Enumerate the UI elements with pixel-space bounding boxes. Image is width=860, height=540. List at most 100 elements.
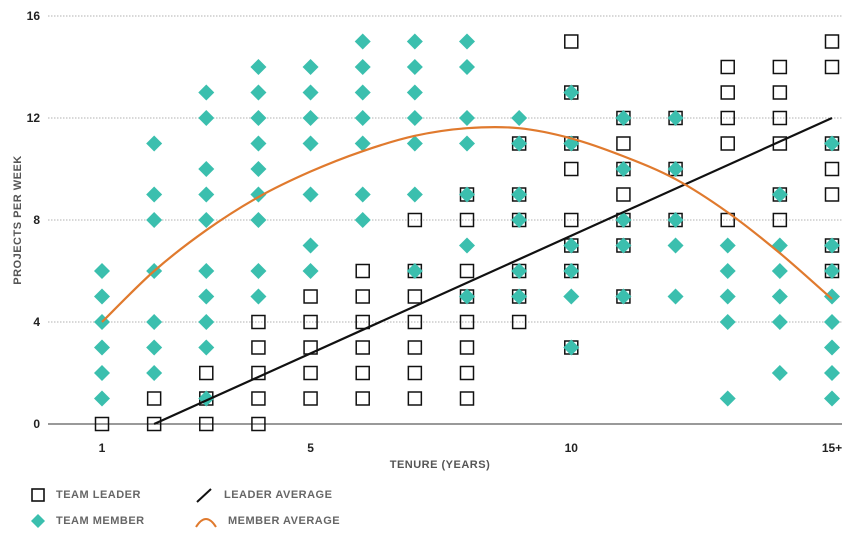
hollow-square-icon — [31, 488, 45, 502]
y-tick-label: 12 — [27, 111, 41, 125]
team-member-point — [198, 263, 215, 279]
team-member-point — [198, 161, 215, 177]
team-member-point — [354, 212, 371, 228]
team-member-point — [563, 237, 580, 254]
team-leader-point — [199, 416, 214, 432]
team-member-point — [354, 186, 371, 203]
team-member-point — [719, 263, 736, 279]
team-member-point — [615, 110, 632, 126]
team-leader-point — [355, 314, 370, 330]
team-leader-point — [824, 187, 840, 202]
team-member-point — [302, 110, 319, 126]
team-member-point — [824, 339, 840, 356]
team-member-point — [511, 110, 528, 126]
team-member-point — [406, 263, 423, 279]
y-tick-label: 16 — [27, 9, 41, 23]
team-member-point — [146, 339, 163, 356]
team-leader-point — [303, 289, 318, 304]
team-leader-point — [407, 314, 423, 330]
team-leader-point — [146, 416, 162, 432]
team-leader-point — [251, 314, 266, 330]
team-member-point — [198, 110, 215, 126]
team-member-point — [354, 110, 371, 126]
x-axis-ticks: 1 5 10 15+ — [99, 441, 843, 455]
team-member-point — [824, 135, 840, 152]
team-leader-point — [459, 365, 475, 381]
team-leader-point — [303, 365, 318, 381]
team-leader-point — [459, 263, 475, 279]
team-leader-point — [355, 340, 370, 355]
team-member-point — [771, 314, 788, 330]
team-member-point — [250, 84, 267, 101]
team-member-point — [94, 339, 110, 356]
team-member-point — [771, 288, 788, 305]
team-member-point — [719, 390, 736, 407]
team-member-point — [615, 237, 632, 254]
x-axis-title: TENURE (YEARS) — [390, 459, 491, 471]
y-tick-label: 4 — [33, 315, 40, 329]
team-member-point — [511, 186, 528, 203]
team-leader-point — [720, 136, 735, 151]
team-member-point — [354, 84, 371, 101]
team-member-point — [94, 263, 110, 279]
team-member-point — [406, 84, 423, 101]
team-member-point — [198, 186, 215, 203]
team-member-point — [406, 33, 423, 50]
team-member-point — [719, 237, 736, 254]
team-member-point — [615, 212, 632, 228]
team-leader-point — [355, 289, 370, 304]
team-member-point — [459, 135, 475, 152]
team-leader-point — [146, 391, 162, 406]
team-leader-point — [355, 263, 370, 279]
team-member-point — [824, 365, 840, 381]
team-member-point — [302, 237, 319, 254]
team-leader-point — [407, 340, 423, 355]
team-member-point — [615, 288, 632, 305]
team-member-point — [667, 237, 684, 254]
team-member-points — [94, 33, 840, 407]
team-member-point — [198, 339, 215, 356]
team-member-point — [824, 314, 840, 330]
y-axis-ticks: 0 4 8 12 16 — [27, 9, 41, 431]
team-leader-point — [303, 314, 318, 330]
team-member-point — [250, 212, 267, 228]
team-leader-point — [772, 85, 788, 100]
team-member-point — [719, 314, 736, 330]
team-leader-point — [511, 314, 527, 330]
team-member-point — [459, 59, 475, 75]
legend-item-team-leader: TEAM LEADER — [30, 486, 141, 504]
team-member-point — [563, 288, 580, 305]
team-member-point — [198, 212, 215, 228]
team-member-point — [667, 161, 684, 177]
team-member-point — [667, 110, 684, 126]
team-member-point — [94, 288, 110, 305]
team-member-point — [563, 263, 580, 279]
team-leader-point — [824, 59, 840, 75]
team-member-point — [771, 263, 788, 279]
team-member-point — [302, 84, 319, 101]
team-leader-point — [824, 161, 840, 177]
team-member-point — [511, 288, 528, 305]
team-member-point — [771, 365, 788, 381]
team-member-point — [302, 135, 319, 152]
legend-label-leader-average: LEADER AVERAGE — [224, 489, 333, 501]
team-leader-point — [355, 365, 370, 381]
team-member-point — [250, 110, 267, 126]
team-leader-point — [564, 161, 579, 177]
team-member-point — [615, 161, 632, 177]
team-leader-point — [251, 340, 266, 355]
team-member-point — [459, 33, 475, 50]
team-member-point — [824, 263, 840, 279]
team-leader-point — [94, 416, 110, 432]
team-member-point — [719, 288, 736, 305]
team-member-point — [198, 84, 215, 101]
team-leader-point — [459, 391, 475, 406]
team-member-point — [94, 390, 110, 407]
team-member-point — [302, 59, 319, 75]
team-member-point — [771, 237, 788, 254]
team-member-point — [771, 186, 788, 203]
team-member-point — [406, 186, 423, 203]
team-leader-point — [407, 212, 423, 228]
team-leader-point — [720, 85, 735, 100]
team-member-point — [459, 237, 475, 254]
